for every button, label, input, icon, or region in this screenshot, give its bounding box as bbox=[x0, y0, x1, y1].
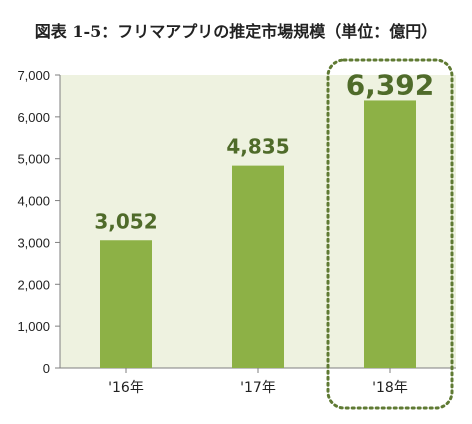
highlight-outline bbox=[326, 58, 454, 410]
bar-1 bbox=[232, 165, 284, 368]
y-tick-label: 4,000 bbox=[17, 194, 50, 209]
bar-0 bbox=[100, 240, 152, 368]
bar-2 bbox=[364, 100, 416, 368]
data-label: 4,835 bbox=[226, 135, 289, 159]
data-label: 3,052 bbox=[94, 209, 157, 233]
y-tick-label: 7,000 bbox=[17, 68, 50, 83]
x-tick-label: '17年 bbox=[240, 380, 276, 396]
y-tick-label: 5,000 bbox=[17, 152, 50, 167]
data-label: 6,392 bbox=[346, 68, 435, 101]
y-tick-label: 1,000 bbox=[17, 319, 50, 334]
y-tick-label: 3,000 bbox=[17, 235, 50, 250]
y-tick-label: 2,000 bbox=[17, 277, 50, 292]
y-tick-label: 0 bbox=[43, 361, 50, 376]
chart-title: 図表 1-5：フリマアプリの推定市場規模（単位：億円） bbox=[34, 22, 438, 41]
x-tick-label: '18年 bbox=[372, 380, 408, 396]
x-tick-label: '16年 bbox=[108, 380, 144, 396]
y-tick-label: 6,000 bbox=[17, 110, 50, 125]
